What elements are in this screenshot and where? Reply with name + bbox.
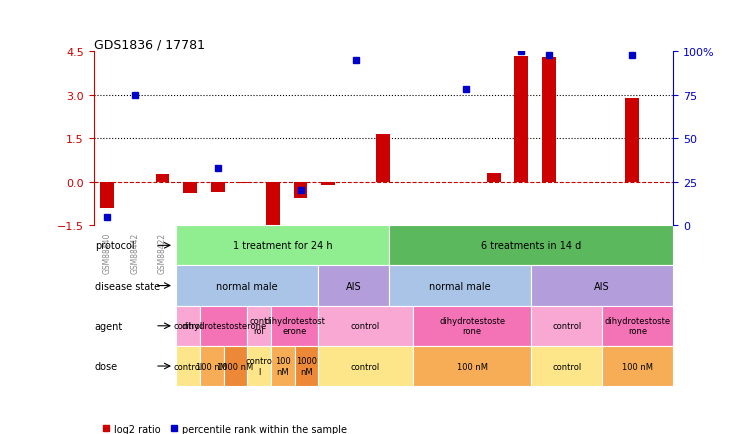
Text: dihydrotestosterone: dihydrotestosterone: [181, 322, 266, 331]
Bar: [177, 226, 389, 266]
Bar: [531, 266, 673, 306]
Text: control: control: [351, 322, 380, 331]
Bar: [413, 346, 531, 386]
Text: normal male: normal male: [429, 281, 491, 291]
Text: control: control: [174, 322, 203, 331]
Text: disease state: disease state: [95, 281, 160, 291]
Text: cont
rol: cont rol: [250, 316, 269, 336]
Bar: [183, 182, 197, 194]
Bar: [487, 174, 500, 182]
Bar: [177, 266, 319, 306]
Text: control: control: [552, 362, 581, 371]
Text: dihydrotestost
erone: dihydrotestost erone: [264, 316, 325, 336]
Bar: [266, 182, 280, 227]
Bar: [271, 346, 295, 386]
Bar: [239, 182, 252, 184]
Bar: [389, 226, 673, 266]
Bar: [295, 346, 319, 386]
Bar: [224, 346, 248, 386]
Text: protocol: protocol: [95, 241, 135, 251]
Bar: [625, 99, 639, 182]
Bar: [200, 306, 248, 346]
Bar: [319, 306, 413, 346]
Text: control: control: [351, 362, 380, 371]
Bar: [602, 306, 673, 346]
Text: dose: dose: [95, 361, 117, 371]
Text: AIS: AIS: [346, 281, 361, 291]
Text: 100 nM: 100 nM: [622, 362, 653, 371]
Text: 100 nM: 100 nM: [456, 362, 488, 371]
Bar: [100, 182, 114, 208]
Bar: [319, 266, 389, 306]
Bar: [177, 346, 200, 386]
Text: control: control: [174, 362, 203, 371]
Bar: [248, 306, 271, 346]
Bar: [294, 182, 307, 198]
Text: agent: agent: [95, 321, 123, 331]
Bar: [376, 135, 390, 182]
Bar: [177, 306, 200, 346]
Legend: log2 ratio, percentile rank within the sample: log2 ratio, percentile rank within the s…: [98, 420, 351, 434]
Bar: [211, 182, 224, 192]
Text: 100
nM: 100 nM: [275, 356, 291, 376]
Bar: [271, 306, 319, 346]
Bar: [531, 306, 602, 346]
Bar: [389, 266, 531, 306]
Text: dihydrotestoste
rone: dihydrotestoste rone: [439, 316, 505, 336]
Bar: [319, 346, 413, 386]
Text: 1000 nM: 1000 nM: [218, 362, 254, 371]
Bar: [413, 306, 531, 346]
Bar: [200, 346, 224, 386]
Bar: [531, 346, 602, 386]
Text: GDS1836 / 17781: GDS1836 / 17781: [94, 38, 204, 51]
Bar: [515, 56, 528, 182]
Text: 1 treatment for 24 h: 1 treatment for 24 h: [233, 241, 333, 251]
Text: 1000
nM: 1000 nM: [296, 356, 317, 376]
Text: control: control: [552, 322, 581, 331]
Text: normal male: normal male: [216, 281, 278, 291]
Text: dihydrotestoste
rone: dihydrotestoste rone: [604, 316, 671, 336]
Text: AIS: AIS: [595, 281, 610, 291]
Bar: [248, 346, 271, 386]
Bar: [542, 58, 556, 182]
Text: 6 treatments in 14 d: 6 treatments in 14 d: [481, 241, 581, 251]
Text: 100 nM: 100 nM: [196, 362, 227, 371]
Bar: [602, 346, 673, 386]
Text: contro
l: contro l: [245, 356, 272, 376]
Bar: [156, 175, 169, 182]
Bar: [321, 182, 335, 185]
